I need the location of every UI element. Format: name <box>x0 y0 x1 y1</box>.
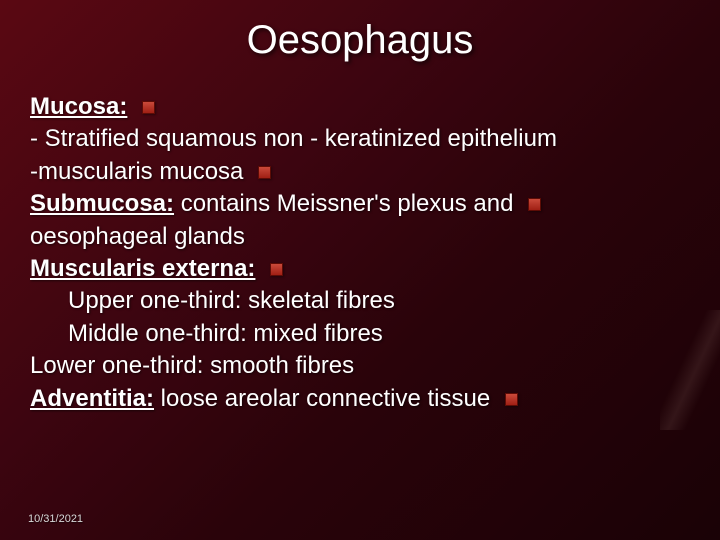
bullet-icon <box>270 263 283 276</box>
line-lower-third: Lower one-third: smooth fibres <box>30 350 690 382</box>
adventitia-heading: Adventitia: <box>30 385 154 412</box>
muscularis-externa-heading: Muscularis externa: <box>30 255 255 282</box>
line-submucosa: Submucosa: contains Meissner's plexus an… <box>30 188 690 220</box>
submucosa-heading: Submucosa: <box>30 190 174 217</box>
slide-title: Oesophagus <box>30 18 690 63</box>
bullet-icon <box>142 101 155 114</box>
bullet-icon <box>505 393 518 406</box>
bullet-icon <box>258 166 271 179</box>
submucosa-text: contains Meissner's plexus and <box>174 190 513 217</box>
line-muscularis-externa: Muscularis externa: <box>30 253 690 285</box>
slide-container: Oesophagus Mucosa: - Stratified squamous… <box>0 0 720 540</box>
slide-body: Mucosa: - Stratified squamous non - kera… <box>30 91 690 415</box>
adventitia-text: loose areolar connective tissue <box>154 385 490 412</box>
line-upper-third: Upper one-third: skeletal fibres <box>30 285 690 317</box>
muscularis-mucosa-text: -muscularis mucosa <box>30 158 243 185</box>
slide-date: 10/31/2021 <box>28 513 83 525</box>
line-middle-third: Middle one-third: mixed fibres <box>30 318 690 350</box>
bullet-icon <box>528 198 541 211</box>
mucosa-heading: Mucosa: <box>30 93 127 120</box>
line-adventitia: Adventitia: loose areolar connective tis… <box>30 383 690 415</box>
line-mucosa: Mucosa: <box>30 91 690 123</box>
line-oesophageal-glands: oesophageal glands <box>30 221 690 253</box>
line-stratified: - Stratified squamous non - keratinized … <box>30 123 690 155</box>
line-muscularis-mucosa: -muscularis mucosa <box>30 156 690 188</box>
